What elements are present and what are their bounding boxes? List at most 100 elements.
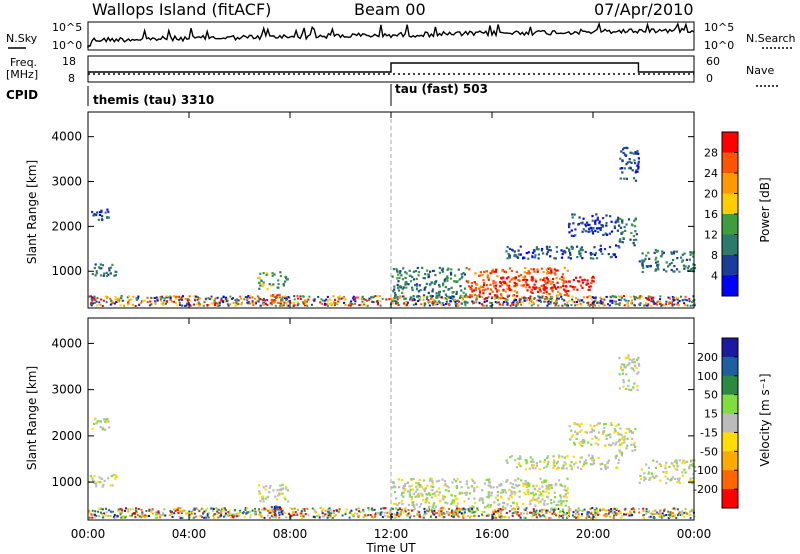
ground-scatter-cell	[313, 510, 316, 513]
data-cell	[510, 269, 513, 273]
data-cell	[579, 249, 582, 252]
ground-scatter-cell	[235, 301, 238, 304]
data-cell	[575, 276, 578, 279]
ground-scatter-cell	[222, 296, 225, 299]
data-cell	[91, 479, 94, 482]
ground-scatter-cell	[397, 508, 400, 511]
data-cell	[610, 230, 614, 233]
ground-scatter-cell	[645, 513, 648, 515]
ground-scatter-cell	[659, 302, 662, 305]
ground-scatter-cell	[442, 507, 445, 510]
ground-scatter-cell	[337, 510, 340, 513]
ground-scatter-cell	[192, 516, 195, 519]
data-cell	[508, 267, 512, 270]
ground-scatter-cell	[258, 508, 260, 511]
ground-scatter-cell	[471, 507, 473, 510]
data-cell	[659, 463, 662, 466]
ground-scatter-cell	[306, 304, 309, 307]
data-cell	[619, 157, 622, 160]
data-cell	[530, 288, 533, 291]
ground-scatter-cell	[366, 304, 369, 307]
data-cell	[514, 479, 517, 482]
ground-scatter-cell	[487, 514, 490, 517]
data-cell	[97, 218, 100, 221]
data-cell	[519, 273, 522, 277]
data-cell	[640, 468, 643, 471]
data-cell	[649, 265, 652, 268]
ground-scatter-cell	[494, 510, 497, 513]
data-cell	[513, 508, 516, 511]
data-cell	[274, 510, 277, 513]
ground-scatter-cell	[207, 516, 210, 519]
data-cell	[473, 497, 476, 500]
ground-scatter-cell	[661, 512, 664, 515]
ground-scatter-cell	[115, 300, 118, 303]
data-cell	[631, 431, 634, 434]
data-cell	[502, 276, 505, 279]
ground-scatter-cell	[450, 511, 453, 514]
ground-scatter-cell	[91, 296, 94, 299]
data-cell	[673, 265, 676, 268]
data-cell	[549, 486, 552, 489]
ground-scatter-cell	[686, 304, 689, 307]
data-cell	[534, 280, 538, 283]
data-cell	[579, 255, 582, 258]
data-cell	[268, 491, 271, 494]
data-cell	[568, 231, 571, 234]
nsky-left-tick-top: 10^5	[52, 21, 82, 34]
data-cell	[598, 248, 601, 251]
data-cell	[426, 497, 429, 500]
ground-scatter-cell	[312, 515, 315, 518]
colorbar-segment	[722, 489, 738, 509]
ground-scatter-cell	[232, 301, 235, 304]
data-cell	[634, 179, 638, 182]
ground-scatter-cell	[198, 304, 201, 307]
data-cell	[564, 285, 567, 288]
ground-scatter-cell	[497, 508, 500, 511]
ground-scatter-cell	[504, 299, 507, 302]
data-cell	[115, 270, 118, 273]
ground-scatter-cell	[177, 295, 180, 298]
ground-scatter-cell	[653, 303, 656, 305]
data-cell	[466, 301, 469, 304]
ground-scatter-cell	[451, 509, 453, 512]
data-cell	[454, 497, 457, 500]
data-cell	[455, 505, 458, 508]
data-cell	[624, 366, 627, 369]
ground-scatter-cell	[375, 512, 378, 515]
ground-scatter-cell	[210, 302, 213, 305]
ground-scatter-cell	[431, 300, 434, 303]
ground-scatter-cell	[123, 515, 126, 518]
data-cell	[562, 284, 565, 287]
data-cell	[508, 498, 511, 501]
data-cell	[268, 283, 271, 286]
x-tick-label: 20:00	[576, 527, 611, 541]
ground-scatter-cell	[541, 296, 544, 299]
data-cell	[573, 213, 576, 216]
data-cell	[689, 479, 692, 482]
ground-scatter-cell	[566, 512, 569, 514]
data-cell	[576, 466, 580, 469]
ground-scatter-cell	[210, 507, 213, 510]
data-cell	[560, 504, 563, 507]
ground-scatter-cell	[553, 511, 555, 514]
ground-scatter-cell	[456, 304, 459, 307]
ground-scatter-cell	[353, 302, 356, 305]
ground-scatter-cell	[263, 507, 266, 510]
ground-scatter-cell	[103, 512, 106, 515]
data-cell	[401, 502, 404, 506]
data-cell	[513, 493, 516, 496]
ground-scatter-cell	[105, 297, 108, 299]
data-cell	[92, 214, 95, 217]
data-cell	[578, 424, 581, 427]
ground-scatter-cell	[327, 514, 330, 517]
data-cell	[529, 268, 533, 271]
data-cell	[94, 263, 97, 266]
data-cell	[651, 475, 654, 478]
data-cell	[434, 505, 438, 508]
data-cell	[463, 512, 466, 516]
data-cell	[588, 285, 591, 288]
ground-scatter-cell	[454, 301, 457, 304]
ground-scatter-cell	[671, 515, 674, 518]
ground-scatter-cell	[202, 304, 205, 307]
